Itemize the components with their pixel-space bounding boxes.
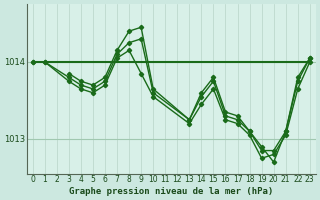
X-axis label: Graphe pression niveau de la mer (hPa): Graphe pression niveau de la mer (hPa) [69,187,273,196]
